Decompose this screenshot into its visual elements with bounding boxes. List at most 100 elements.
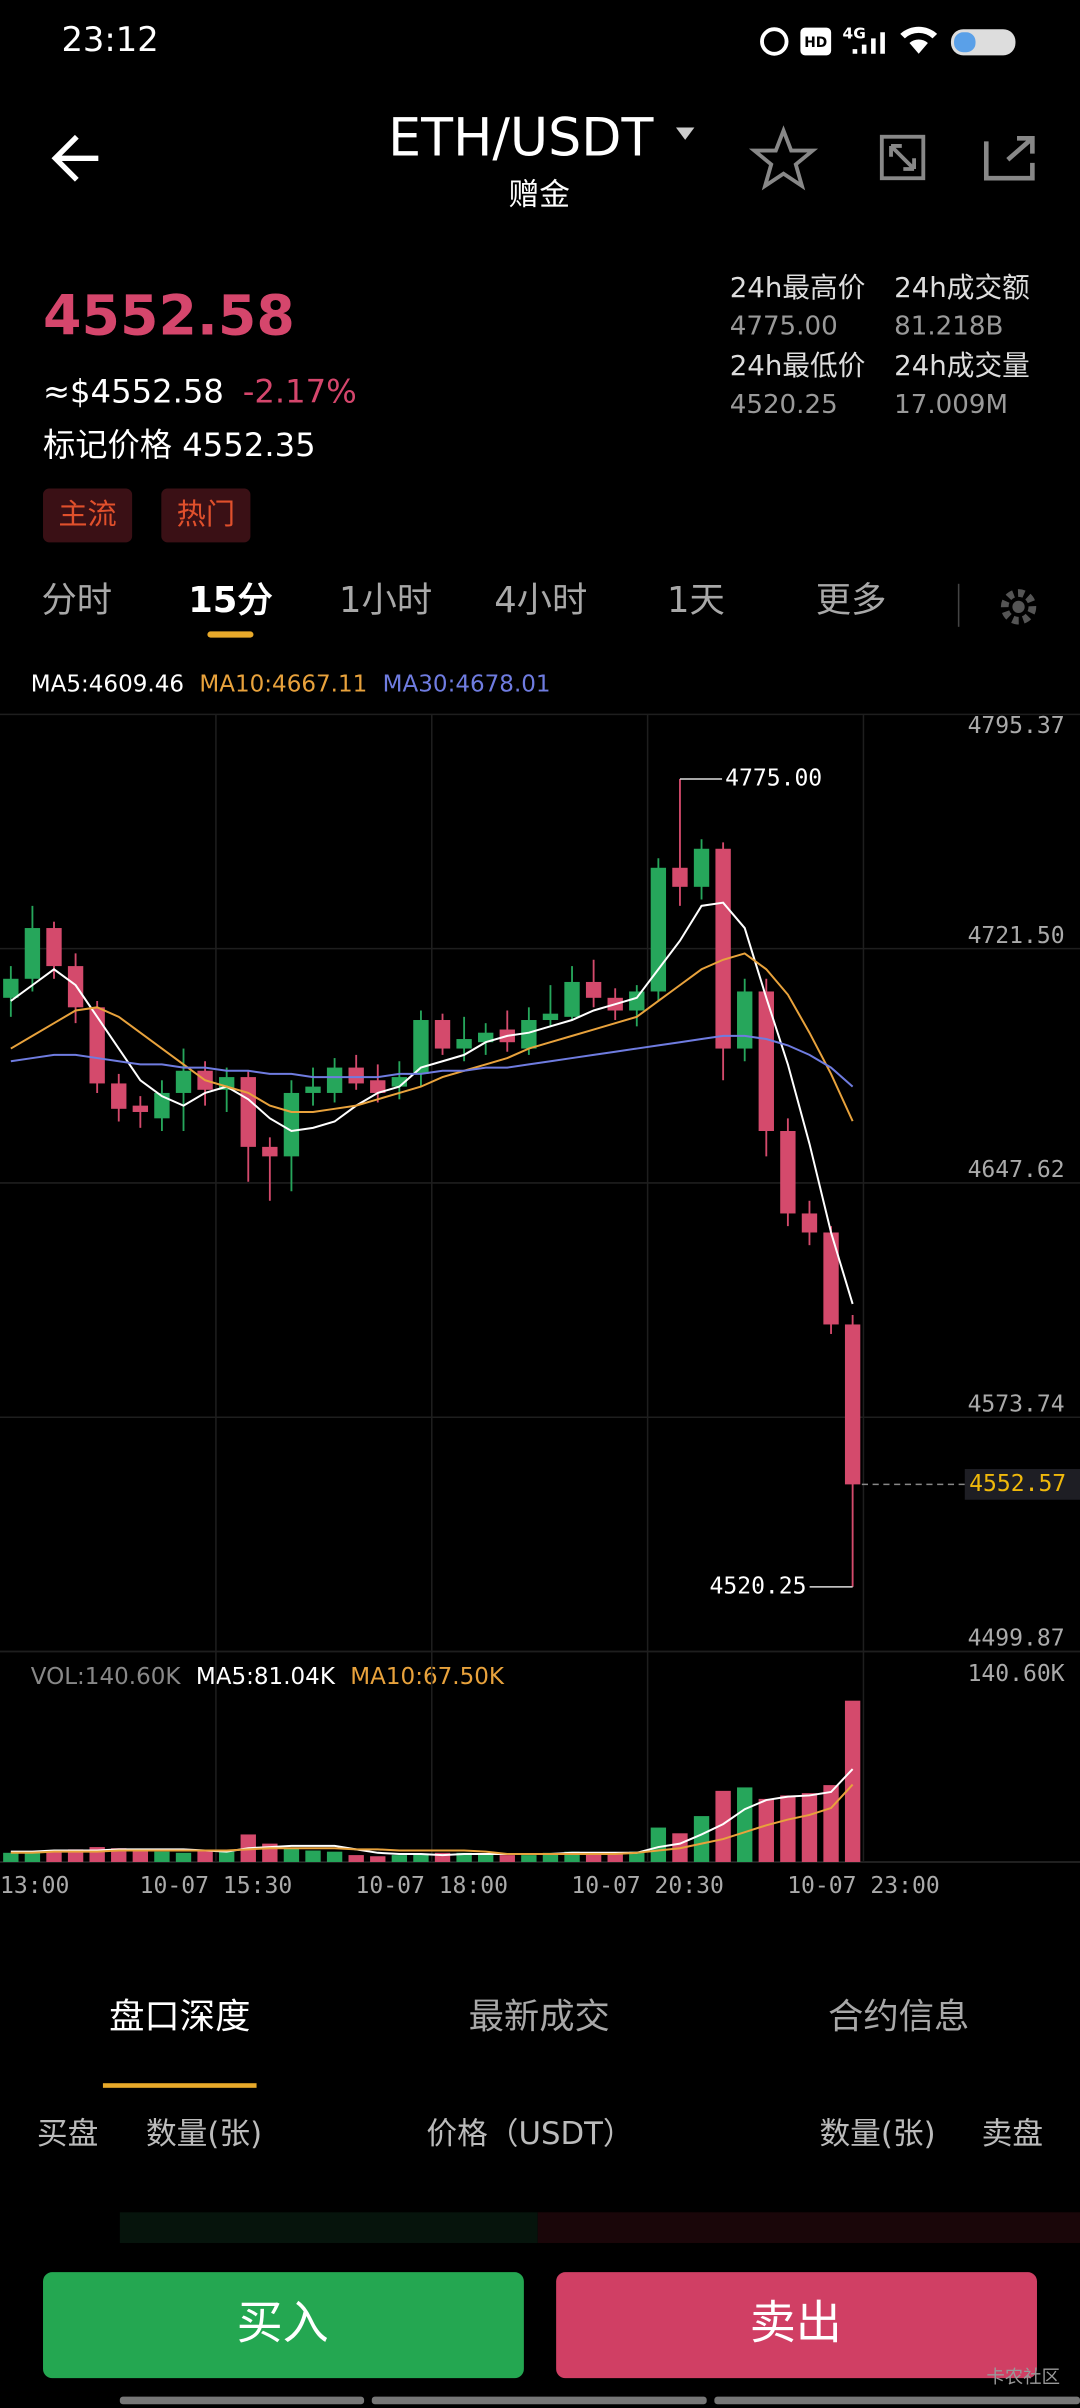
candle-body (672, 867, 688, 887)
bottom-tab[interactable]: 最新成交 (469, 1997, 610, 2038)
candle-body (111, 1083, 127, 1109)
candle-body (801, 1213, 818, 1233)
x-tick-label: 13:00 (0, 1873, 69, 1899)
volume-legend: VOL:140.60K (31, 1664, 182, 1690)
candle-body (650, 867, 667, 992)
volume-bar (585, 1852, 602, 1862)
settings-button[interactable] (1000, 589, 1037, 625)
candle-body (3, 978, 19, 998)
column-header: 买盘 (37, 2116, 98, 2152)
candle-body (780, 1131, 796, 1214)
favorite-button[interactable] (748, 125, 819, 191)
interval-tab[interactable]: 更多 (816, 580, 887, 621)
ma-legend: MA5:81.04K (196, 1664, 336, 1690)
volume-bar (218, 1851, 235, 1862)
bottom-tab-active[interactable]: 盘口深度 (109, 1997, 250, 2038)
candle-body (413, 1020, 429, 1074)
interval-tab-active[interactable]: 15分 (188, 580, 273, 621)
candle-body (564, 981, 580, 1017)
volume-bar (46, 1850, 62, 1862)
symbol[interactable]: ETH/USDT (388, 108, 654, 168)
volume-bar (737, 1787, 753, 1862)
column-header: 数量(张) (819, 2116, 935, 2152)
volume-ma-line (10, 1768, 854, 1857)
hd-icon (800, 27, 832, 56)
candle-body (585, 981, 602, 998)
volume-ma-line (10, 1783, 854, 1855)
volume-bar (542, 1852, 559, 1862)
hd-text: HD (804, 35, 827, 51)
column-header: 数量(张) (146, 2116, 262, 2152)
x-tick-label: 10-07 15:30 (140, 1873, 293, 1899)
candle-body (434, 1020, 451, 1049)
tag (161, 488, 251, 543)
stat-label: 24h成交额 (894, 271, 1030, 304)
y-tick-label: 4499.87 (968, 1626, 1065, 1652)
ma-legend: MA5:4609.46 (31, 672, 184, 698)
candle-body (348, 1067, 364, 1084)
x-tick-label: 10-07 23:00 (787, 1873, 940, 1899)
stat-value: 4520.25 (730, 390, 838, 420)
volume-bar (521, 1855, 537, 1862)
volume-bar (348, 1855, 364, 1862)
volume-bar (629, 1851, 645, 1862)
symbol-dropdown[interactable] (675, 127, 695, 140)
candle-body (542, 1013, 559, 1021)
interval-tab[interactable]: 分时 (41, 580, 112, 621)
candle-body (46, 928, 62, 967)
column-header: 卖盘 (982, 2116, 1043, 2152)
mark-price: 标记价格 4552.35 (43, 426, 316, 464)
fullscreen-button[interactable] (879, 134, 926, 181)
candle-body (218, 1077, 235, 1090)
low-label: 4520.25 (709, 1573, 806, 1599)
sell-button[interactable] (556, 2272, 1037, 2379)
wifi-icon (900, 26, 938, 54)
share-button[interactable] (983, 135, 1035, 181)
candle-body (240, 1077, 256, 1147)
volume-bar (607, 1852, 623, 1862)
volume-bar (715, 1790, 731, 1862)
candle-body (521, 1020, 537, 1049)
volume-bar (844, 1700, 861, 1862)
depth-bar-sell (537, 2212, 1080, 2243)
last-price: 4552.58 (43, 285, 295, 349)
tab-indicator (207, 631, 254, 638)
nav-bar (119, 2396, 365, 2405)
usd-price: ≈$4552.58 (43, 372, 224, 410)
volume-bar (154, 1851, 170, 1862)
volume-bar (564, 1851, 580, 1862)
back-button[interactable] (51, 134, 99, 182)
candle-body (175, 1070, 192, 1093)
sell-button-text[interactable]: 卖出 (750, 2295, 842, 2349)
interval-tab[interactable]: 1小时 (339, 580, 432, 621)
nav-bar (714, 2396, 1080, 2405)
x-tick-label: 10-07 18:00 (356, 1873, 509, 1899)
bottom-tab-indicator (102, 2083, 257, 2088)
column-header: 价格（USDT） (426, 2116, 633, 2152)
bottom-tab[interactable]: 合约信息 (828, 1997, 969, 2038)
signal-icon (852, 32, 885, 54)
candle-body (370, 1080, 386, 1093)
price-change: -2.17% (243, 372, 357, 410)
interval-tab[interactable]: 4小时 (494, 580, 587, 621)
stat-label: 24h最高价 (730, 271, 866, 304)
last-price-label: 4552.57 (969, 1471, 1066, 1497)
volume-bar (823, 1785, 839, 1862)
battery-level (954, 32, 976, 53)
volume-bar (478, 1853, 494, 1862)
buy-button-text[interactable]: 买入 (237, 2295, 329, 2349)
nav-bar (371, 2396, 707, 2405)
buy-button[interactable] (43, 2272, 524, 2379)
interval-tab[interactable]: 1天 (667, 580, 725, 621)
ma-line (10, 1034, 854, 1088)
last-price-box (964, 1469, 1080, 1500)
stat-value: 17.009M (894, 390, 1008, 420)
volume-bar (758, 1798, 774, 1862)
subtitle: 赠金 (509, 177, 570, 213)
volume-bar (326, 1851, 343, 1862)
candle-body (326, 1067, 343, 1093)
volume-bar (413, 1853, 429, 1862)
candle-body (693, 848, 710, 887)
